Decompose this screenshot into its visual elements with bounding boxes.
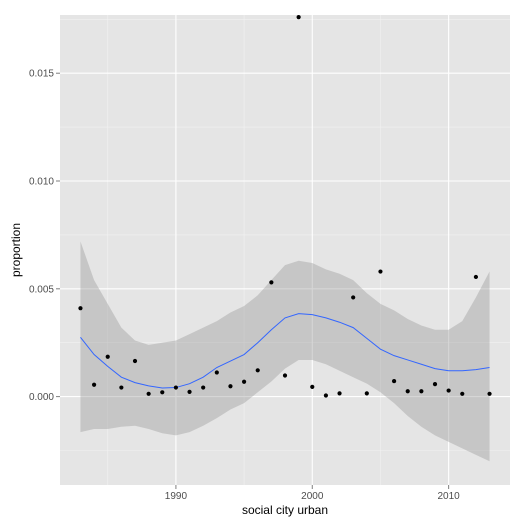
data-point bbox=[132, 358, 138, 364]
smooth-line bbox=[80, 313, 490, 389]
plot-panel bbox=[60, 15, 510, 485]
data-point bbox=[105, 354, 110, 359]
major-gridlines bbox=[60, 15, 510, 485]
y-axis: 0.000 0.005 0.010 0.015 bbox=[29, 69, 60, 403]
y-tick-label: 0.000 bbox=[29, 392, 54, 403]
y-tick-label: 0.010 bbox=[29, 177, 54, 188]
data-point bbox=[364, 391, 369, 396]
data-point bbox=[405, 389, 410, 394]
data-point bbox=[487, 391, 492, 396]
data-points bbox=[78, 15, 492, 398]
data-point bbox=[296, 15, 301, 20]
data-point bbox=[282, 373, 288, 378]
data-point bbox=[351, 295, 356, 300]
data-point bbox=[160, 390, 165, 395]
data-point bbox=[473, 274, 479, 280]
data-point bbox=[460, 391, 465, 396]
data-point bbox=[228, 384, 233, 389]
data-point bbox=[146, 391, 151, 396]
data-point bbox=[269, 280, 274, 285]
x-tick-label: 1990 bbox=[165, 491, 188, 502]
data-point bbox=[378, 269, 383, 274]
data-point bbox=[310, 384, 315, 390]
data-point bbox=[78, 306, 83, 311]
data-point bbox=[241, 379, 247, 384]
data-point bbox=[255, 368, 260, 373]
data-point bbox=[432, 382, 438, 387]
data-point bbox=[323, 393, 329, 398]
y-tick-label: 0.015 bbox=[29, 69, 54, 80]
data-point bbox=[391, 378, 397, 384]
data-point bbox=[201, 385, 206, 390]
data-point bbox=[91, 382, 97, 387]
x-tick-label: 2010 bbox=[438, 491, 461, 502]
confidence-ribbon bbox=[80, 241, 490, 462]
data-point bbox=[446, 388, 451, 393]
minor-gridlines bbox=[60, 15, 510, 485]
data-point bbox=[214, 370, 219, 375]
data-point bbox=[419, 389, 424, 394]
x-axis-title: social city urban bbox=[242, 503, 328, 517]
data-point bbox=[119, 385, 124, 390]
y-tick-label: 0.005 bbox=[29, 284, 54, 295]
data-point bbox=[337, 391, 342, 396]
x-axis: 1990 2000 2010 bbox=[165, 485, 460, 502]
y-axis-title: proportion bbox=[9, 223, 23, 277]
data-point bbox=[173, 385, 179, 390]
data-point bbox=[187, 389, 192, 394]
x-tick-label: 2000 bbox=[301, 491, 324, 502]
